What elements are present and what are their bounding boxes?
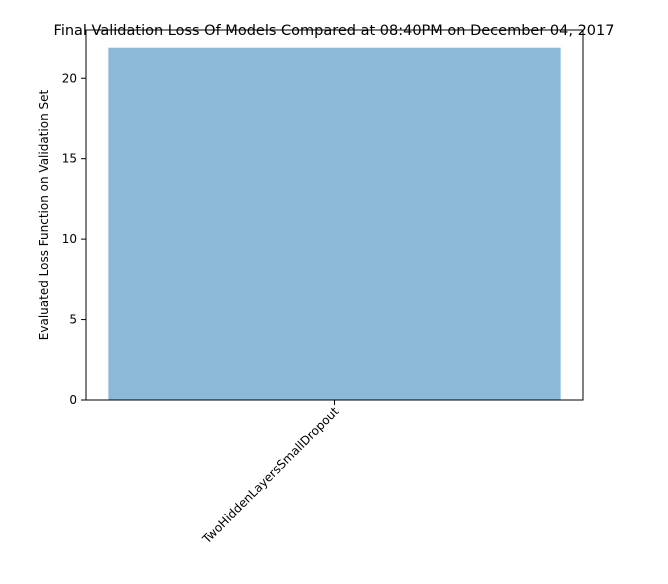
y-tick-label: 0 <box>69 393 77 407</box>
y-axis: 0 5 10 15 20 <box>62 71 86 407</box>
x-axis: TwoHiddenLayersSmallDropout <box>199 400 342 547</box>
y-axis-label: Evaluated Loss Function on Validation Se… <box>37 90 51 341</box>
y-tick-label: 5 <box>69 313 77 327</box>
y-tick-label: 15 <box>62 152 77 166</box>
y-tick-label: 20 <box>62 71 77 85</box>
chart-title: Final Validation Loss Of Models Compared… <box>54 23 615 39</box>
y-tick-label: 10 <box>62 232 77 246</box>
x-tick-label: TwoHiddenLayersSmallDropout <box>199 404 342 547</box>
bars-layer <box>108 47 561 401</box>
bar-0 <box>108 47 561 401</box>
